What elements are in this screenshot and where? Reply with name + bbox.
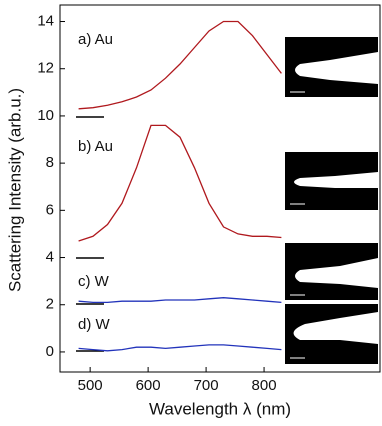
- y-tick-label: 14: [37, 12, 54, 29]
- y-tick-label: 12: [37, 60, 54, 77]
- series-line: [78, 20, 282, 110]
- y-tick-label: 6: [46, 201, 54, 218]
- x-tick-label: 600: [136, 377, 161, 394]
- series-line: [78, 297, 282, 304]
- y-tick-label: 10: [37, 107, 54, 124]
- x-tick-label: 800: [252, 377, 277, 394]
- series-line: [78, 124, 282, 242]
- series-label: b) Au: [78, 138, 113, 155]
- x-tick-label: 700: [194, 377, 219, 394]
- x-tick-label: 500: [78, 377, 103, 394]
- y-tick-label: 4: [46, 249, 54, 266]
- series-label: d) W: [78, 316, 111, 333]
- series-line: [78, 344, 282, 352]
- y-axis-label: Scattering Intensity (arb.u.): [5, 88, 24, 292]
- sem-insets: [285, 37, 378, 364]
- series-label: c) W: [78, 273, 110, 290]
- y-tick-label: 2: [46, 296, 54, 313]
- y-tick-label: 0: [46, 343, 54, 360]
- series-label: a) Au: [78, 31, 113, 48]
- x-axis-label: Wavelength λ (nm): [149, 399, 291, 418]
- plot-frame: [59, 4, 381, 373]
- offset-bars: [76, 116, 104, 352]
- y-tick-label: 8: [46, 154, 54, 171]
